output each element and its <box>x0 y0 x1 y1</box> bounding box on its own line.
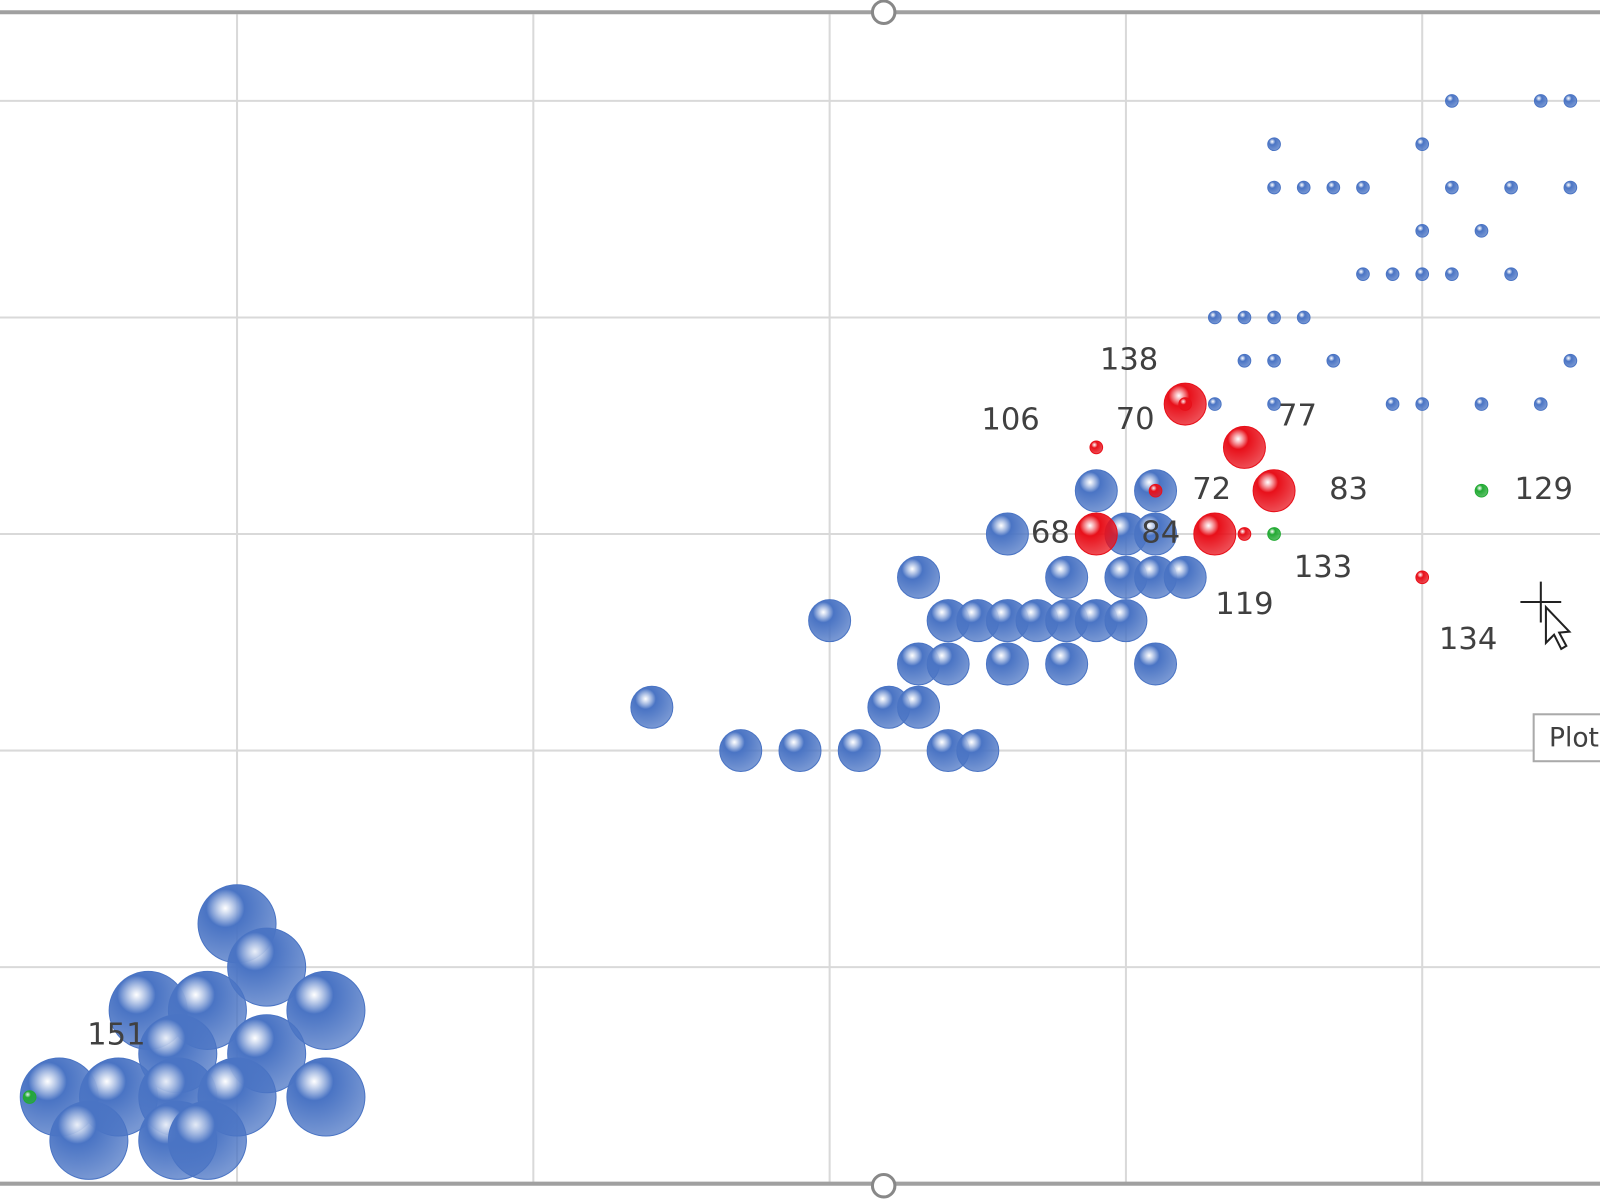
bubble <box>1533 94 1548 108</box>
data-label: 68 <box>1031 516 1070 551</box>
bubble <box>1445 94 1459 108</box>
data-label: 77 <box>1278 398 1317 433</box>
bubble <box>22 1090 37 1104</box>
bubble <box>167 1100 247 1180</box>
bubble <box>956 729 1000 773</box>
bubble <box>1134 642 1178 686</box>
bubble <box>1474 483 1489 498</box>
bubble <box>1504 180 1518 195</box>
bubble <box>778 729 822 773</box>
bubble <box>1563 353 1578 368</box>
bubble <box>1296 180 1311 195</box>
bubble <box>1222 425 1266 469</box>
tooltip <box>1532 713 1600 763</box>
data-label: 134 <box>1439 622 1497 657</box>
bubble <box>1267 353 1281 368</box>
data-label: 138 <box>1100 343 1158 378</box>
bubble <box>1237 527 1252 541</box>
bubble <box>1193 512 1237 556</box>
bubble <box>1533 397 1548 411</box>
bubble <box>808 599 852 643</box>
bubble <box>1415 570 1430 585</box>
bubble <box>49 1100 129 1180</box>
data-label: 70 <box>1116 402 1155 437</box>
bubble <box>286 970 366 1050</box>
data-label: 119 <box>1215 587 1273 622</box>
bubble <box>1267 180 1281 195</box>
bubble <box>1474 224 1489 238</box>
bubble <box>286 1057 366 1137</box>
bubble <box>1267 397 1281 411</box>
bubble <box>837 729 881 773</box>
bubble <box>1415 224 1430 238</box>
bubble <box>1385 267 1400 281</box>
bubble <box>227 927 307 1007</box>
bubble <box>1415 397 1430 411</box>
bubble <box>1356 267 1370 281</box>
data-label: 133 <box>1294 550 1352 585</box>
resize-handle[interactable] <box>870 1172 897 1199</box>
bubble <box>1445 180 1459 195</box>
bubble <box>1504 267 1518 281</box>
bubble <box>1267 310 1281 325</box>
bubble <box>1563 180 1578 195</box>
data-label: 83 <box>1329 472 1368 507</box>
move-cursor <box>1520 581 1572 651</box>
bubble <box>1385 397 1400 411</box>
bubble <box>1474 397 1489 411</box>
bubble <box>1326 180 1341 195</box>
bubble <box>1089 440 1104 455</box>
bubble <box>1237 353 1252 368</box>
bubble <box>897 685 941 729</box>
tooltip-text: Plot <box>1549 722 1599 753</box>
bubble <box>630 685 674 729</box>
data-label: 151 <box>87 1017 145 1052</box>
bubble <box>897 555 941 599</box>
bubble <box>1237 310 1252 325</box>
bubble <box>1163 555 1207 599</box>
data-label: 72 <box>1192 472 1231 507</box>
bubble <box>1074 512 1118 556</box>
bubble <box>1296 310 1311 325</box>
bubble <box>1445 267 1459 281</box>
bubble <box>1267 137 1281 152</box>
bubble <box>1267 527 1281 541</box>
bubble <box>1252 469 1296 513</box>
data-label: 84 <box>1141 516 1180 551</box>
bubble <box>1563 94 1578 108</box>
bubble <box>926 642 970 686</box>
bubble <box>1045 642 1089 686</box>
bubble <box>1415 267 1430 281</box>
bubble <box>985 642 1029 686</box>
bubble <box>1326 353 1341 368</box>
bubble <box>1207 397 1222 411</box>
bubble <box>719 729 763 773</box>
data-label: 129 <box>1515 472 1573 507</box>
bubble <box>1074 469 1118 513</box>
bubble <box>1178 397 1193 411</box>
bubble <box>985 512 1029 556</box>
bubble <box>1134 512 1178 556</box>
bubble <box>1356 180 1370 195</box>
bubble <box>1207 310 1222 325</box>
resize-handle[interactable] <box>870 0 897 25</box>
bubble <box>1104 599 1148 643</box>
bubble <box>1148 483 1163 498</box>
data-label: 106 <box>981 402 1039 437</box>
bubble <box>1045 555 1089 599</box>
bubble <box>1415 137 1430 152</box>
